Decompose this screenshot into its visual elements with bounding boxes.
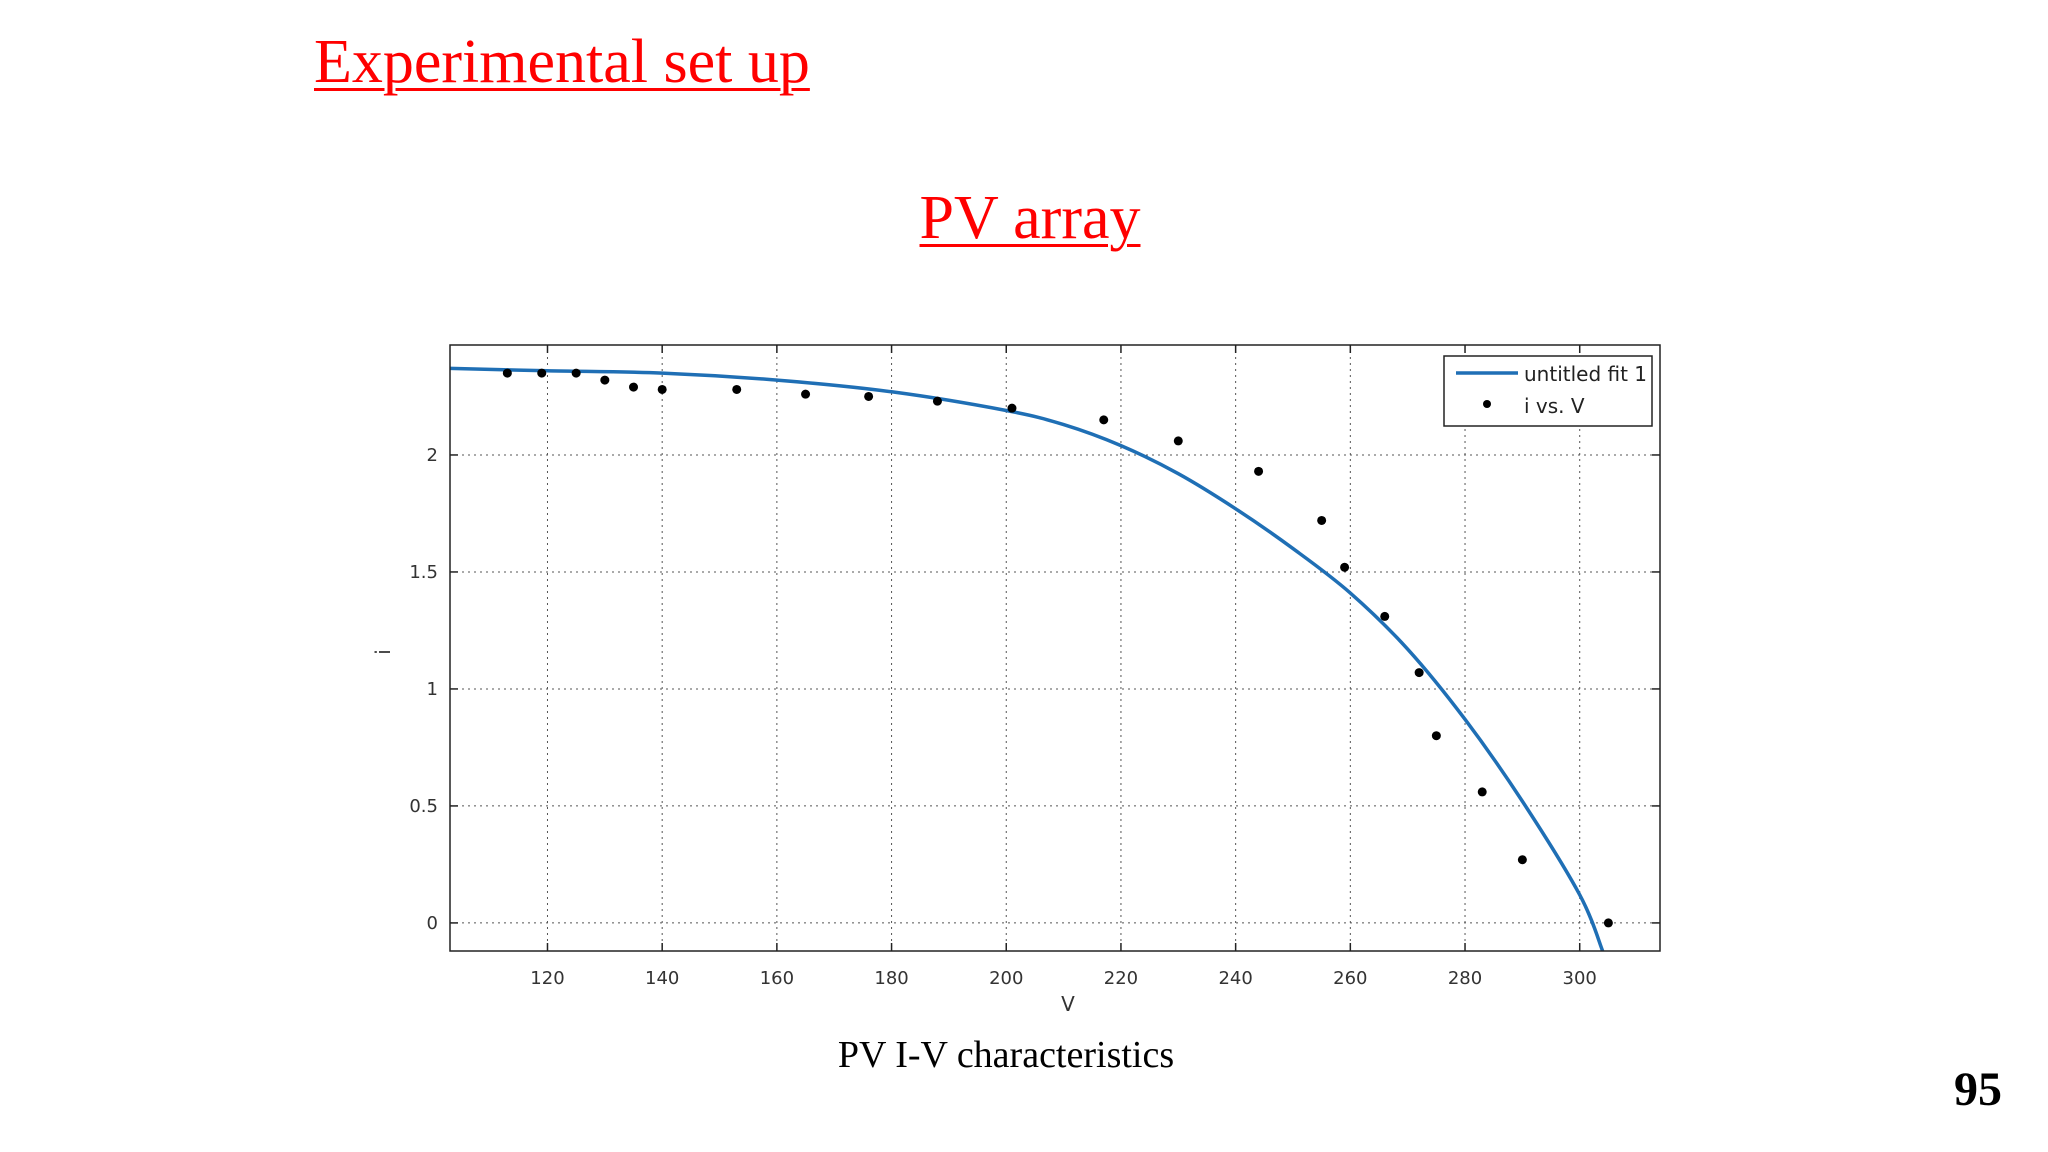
data-point	[864, 391, 874, 401]
data-point	[1517, 855, 1527, 865]
data-points-layer	[502, 368, 1613, 928]
slide-subtitle-text: PV array	[919, 184, 1141, 252]
y-tick-label: 0.5	[409, 796, 438, 817]
figure-caption-text: PV I-V characteristics	[837, 1034, 1175, 1076]
data-point	[1477, 787, 1487, 797]
plot-area-frame	[449, 344, 1661, 952]
x-tick-label: 280	[1448, 968, 1482, 989]
data-point	[1173, 436, 1183, 446]
figure-caption: PV I-V characteristics	[0, 1030, 2048, 1080]
data-point	[801, 389, 811, 399]
data-point	[1254, 466, 1264, 476]
data-point	[571, 368, 581, 378]
y-axis-label: i	[371, 649, 395, 655]
slide-title: Experimental set up	[314, 28, 810, 96]
x-tick-label: 140	[645, 968, 679, 989]
data-point	[1340, 562, 1350, 572]
data-point	[1414, 668, 1424, 678]
slide-subtitle: PV array	[0, 178, 2048, 258]
fit-curve-line	[450, 366, 1605, 951]
data-point	[1317, 515, 1327, 525]
x-tick-label: 300	[1563, 968, 1597, 989]
data-point	[1007, 403, 1017, 413]
data-point	[600, 375, 610, 385]
x-tick-labels: 120 140 160 180 200 220 240 260 280 300	[530, 968, 1597, 989]
data-point	[732, 384, 742, 394]
x-axis-label: V	[1061, 992, 1075, 1016]
legend-points-label: i vs. V	[1524, 394, 1585, 418]
legend-box	[1443, 355, 1653, 427]
x-tick-label: 180	[874, 968, 908, 989]
legend-points-swatch	[1483, 400, 1491, 408]
x-tick-label: 220	[1104, 968, 1138, 989]
legend-fit-label: untitled fit 1	[1524, 362, 1647, 386]
data-point	[537, 368, 547, 378]
data-point	[1603, 918, 1613, 928]
data-point	[1431, 731, 1441, 741]
data-point	[657, 384, 667, 394]
data-point	[1099, 415, 1109, 425]
x-tick-label: 260	[1333, 968, 1367, 989]
grid-lines	[450, 345, 1660, 951]
fit-curve-layer	[450, 366, 1605, 951]
x-tick-label: 200	[989, 968, 1023, 989]
y-tick-label: 0	[427, 913, 438, 934]
x-tick-label: 120	[530, 968, 564, 989]
tick-marks	[450, 345, 1660, 951]
chart-legend: untitled fit 1 i vs. V	[1443, 355, 1653, 427]
page-number: 95	[1954, 1063, 2002, 1116]
y-tick-labels: 0 0.5 1 1.5 2	[409, 445, 438, 934]
data-point	[1380, 611, 1390, 621]
data-point	[932, 396, 942, 406]
x-tick-label: 240	[1218, 968, 1252, 989]
y-tick-label: 1	[427, 679, 438, 700]
data-point	[629, 382, 639, 392]
y-tick-label: 1.5	[409, 562, 438, 583]
y-tick-label: 2	[427, 445, 438, 466]
x-tick-label: 160	[760, 968, 794, 989]
data-point	[502, 368, 512, 378]
